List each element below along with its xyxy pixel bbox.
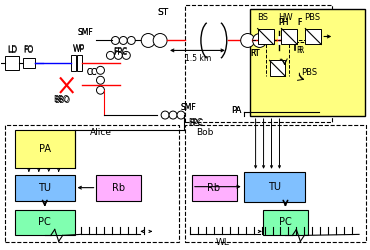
Bar [263,210,308,236]
Text: LD: LD [7,46,17,55]
Text: RT: RT [250,49,259,58]
Text: LD: LD [7,45,17,54]
Text: PC: PC [279,218,292,228]
Text: SMF: SMF [180,102,196,112]
Text: PBS: PBS [301,68,317,77]
Text: FPC: FPC [189,118,203,128]
Text: PA: PA [232,106,242,114]
Text: CC: CC [86,68,97,77]
Bar [305,28,321,44]
Circle shape [107,52,114,59]
Text: F: F [297,18,302,27]
Text: Rb: Rb [207,183,221,193]
Text: R: R [297,46,302,55]
Bar [5,125,179,242]
Circle shape [97,66,104,74]
Text: 1.5 km: 1.5 km [185,54,211,63]
Text: CC: CC [86,68,97,77]
Bar [5,56,19,70]
Text: TU: TU [268,182,281,192]
Text: FO: FO [24,46,34,55]
Text: BBO: BBO [54,95,70,104]
Text: WP: WP [73,44,85,53]
Circle shape [122,52,130,59]
Text: Bob: Bob [196,128,213,138]
Bar [269,60,285,76]
Circle shape [120,36,127,44]
Text: ST: ST [158,8,169,17]
Circle shape [111,36,120,44]
Circle shape [177,111,185,119]
Circle shape [141,34,155,48]
Text: PA: PA [232,106,242,114]
Text: RT: RT [250,49,259,58]
Text: PC: PC [38,218,51,228]
Circle shape [97,86,104,94]
Text: WL: WL [216,238,230,247]
Text: Rb: Rb [112,183,125,193]
Text: TU: TU [38,183,51,193]
Text: FO: FO [24,45,34,54]
Bar [282,28,297,44]
Text: Alice: Alice [90,128,111,138]
Circle shape [161,111,169,119]
Text: PA: PA [39,144,51,154]
Text: F: F [297,18,302,27]
Bar [97,175,141,201]
Circle shape [114,52,122,59]
Text: SMF: SMF [78,28,94,37]
Circle shape [253,34,266,48]
Circle shape [169,111,177,119]
Text: FPC: FPC [113,47,128,56]
Bar [250,9,365,116]
Text: HW: HW [278,13,293,22]
Text: WP: WP [73,45,85,54]
Bar [244,172,305,202]
Bar [77,56,81,71]
Bar [185,5,332,122]
Text: FPC: FPC [188,118,202,126]
Text: R: R [299,46,304,55]
Text: PH: PH [278,18,289,27]
Bar [15,130,75,168]
Text: PH: PH [278,18,289,27]
Circle shape [241,34,255,48]
Bar [23,58,35,68]
Bar [258,28,273,44]
Bar [15,210,75,236]
Circle shape [127,36,135,44]
Bar [71,56,75,71]
Text: BS: BS [257,13,268,22]
Text: BBO: BBO [55,96,71,105]
Text: PBS: PBS [304,13,320,22]
Circle shape [153,34,167,48]
Bar [185,125,366,242]
Text: SMF: SMF [78,28,94,37]
Bar [192,175,237,201]
Text: FPC: FPC [113,48,128,57]
Text: ST: ST [158,8,169,17]
Bar [15,175,75,201]
Text: SMF: SMF [180,102,196,112]
Circle shape [97,76,104,84]
